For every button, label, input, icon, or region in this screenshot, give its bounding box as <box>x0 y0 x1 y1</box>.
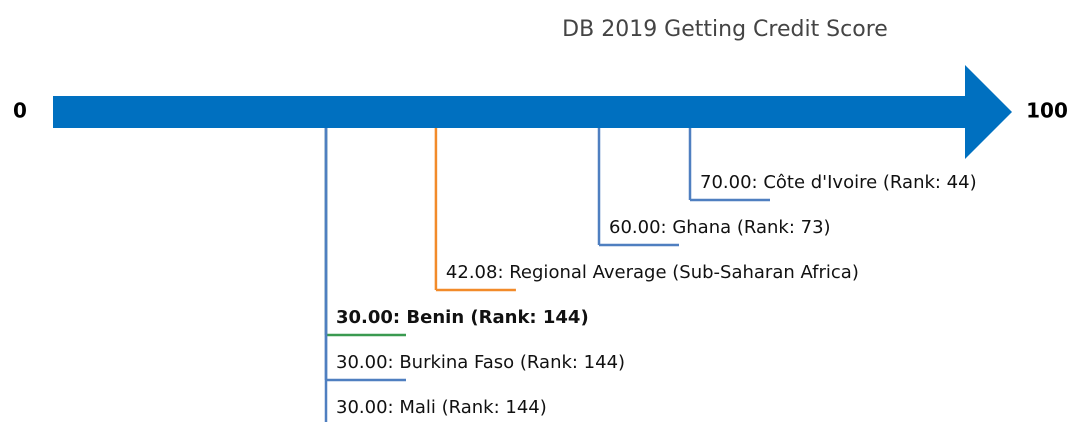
data-label: 60.00: Ghana (Rank: 73) <box>609 217 831 238</box>
chart-title: DB 2019 Getting Credit Score <box>562 17 888 42</box>
data-label: 30.00: Mali (Rank: 144) <box>336 397 547 418</box>
axis-arrow <box>53 65 1012 159</box>
data-label: 70.00: Côte d'Ivoire (Rank: 44) <box>700 172 977 193</box>
x-tick-label: 0 <box>13 99 27 123</box>
data-label: 30.00: Burkina Faso (Rank: 144) <box>336 352 625 373</box>
data-label: 30.00: Benin (Rank: 144) <box>336 307 589 328</box>
data-label: 42.08: Regional Average (Sub-Saharan Afr… <box>446 262 859 283</box>
x-tick-label: 100 <box>1026 99 1068 123</box>
